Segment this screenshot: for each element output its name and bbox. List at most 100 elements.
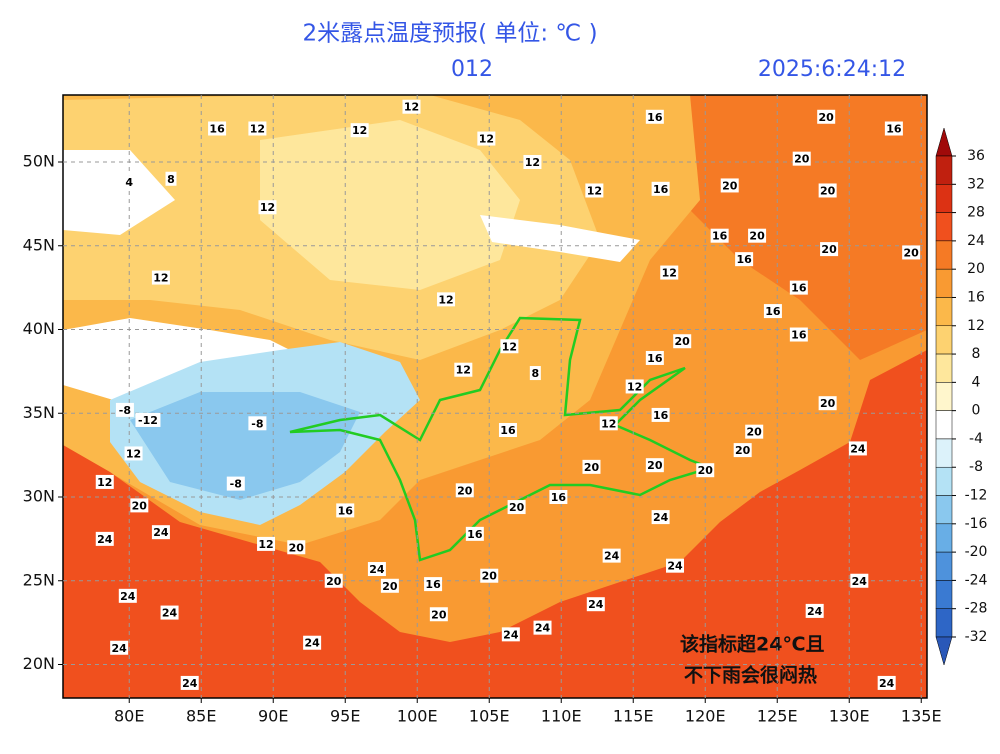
colorbar-label: 36 <box>967 148 985 164</box>
contour-label: 20 <box>457 484 473 497</box>
colorbar-label: -28 <box>965 601 988 617</box>
y-tick-label: 50N <box>23 152 55 171</box>
contour-label-box <box>151 270 170 285</box>
contour-label: 16 <box>791 282 807 295</box>
contour-label: 12 <box>438 293 453 306</box>
colorbar-box <box>935 268 953 298</box>
contour-label-box <box>350 123 369 138</box>
contour-label: 20 <box>819 111 835 124</box>
contour-label-box <box>110 640 129 655</box>
colorbar-box <box>935 438 953 468</box>
contour-label: 12 <box>662 267 677 280</box>
contour-label: 24 <box>807 605 823 618</box>
contour-label: 24 <box>852 575 868 588</box>
contour-label: 24 <box>604 550 620 563</box>
contour-label: 12 <box>502 340 517 353</box>
contour-label: 4 <box>125 176 133 189</box>
contour-label-box <box>585 183 604 198</box>
colorbar-label: 24 <box>967 233 985 249</box>
contour-label-box <box>710 228 729 243</box>
colorbar-box <box>935 580 953 609</box>
contour-label: 16 <box>338 504 354 517</box>
contour-label: 20 <box>794 153 810 166</box>
contour-label: 20 <box>289 541 305 554</box>
contour-label-box <box>118 588 137 603</box>
contour-label-box <box>720 178 739 193</box>
contour-label-box <box>455 483 474 498</box>
contour-label-box <box>848 441 867 456</box>
contour-label: -8 <box>230 478 242 491</box>
contour-label-box <box>429 607 448 622</box>
contour-label: 20 <box>722 179 738 192</box>
contour-label-box <box>599 416 618 431</box>
contour-label-box <box>666 558 684 573</box>
colorbar-label: -8 <box>969 459 983 475</box>
contour-label-box <box>208 121 227 136</box>
contour-label: 20 <box>675 335 691 348</box>
contour-label: 20 <box>747 426 763 439</box>
contour-label-box <box>696 463 715 478</box>
region-outline <box>289 316 714 562</box>
contour-label: 24 <box>162 607 178 620</box>
y-tick-label: 35N <box>23 403 55 422</box>
contour-label: 12 <box>456 364 471 377</box>
field-0-4 <box>480 215 640 262</box>
contour-label: 8 <box>167 173 175 186</box>
contour-label-box <box>625 379 644 394</box>
contour-label: 24 <box>120 590 136 603</box>
contour-label: 20 <box>647 459 663 472</box>
contour-label: 24 <box>97 533 113 546</box>
contour-label: 20 <box>132 499 148 512</box>
colorbar-label: -12 <box>965 488 988 504</box>
contour-label-box <box>748 228 767 243</box>
contour-label-box <box>586 597 605 612</box>
contour-label-box <box>501 627 520 642</box>
contour-label-box <box>789 327 808 342</box>
contour-label: 20 <box>509 501 525 514</box>
contour-label: 24 <box>653 511 669 524</box>
contour-label-box <box>645 350 664 365</box>
contour-label-box <box>805 603 824 618</box>
colorbar-box <box>935 297 953 327</box>
contour-label: 20 <box>698 464 714 477</box>
contour-label-box <box>582 459 601 474</box>
contour-label-box <box>789 280 808 295</box>
contour-label: 24 <box>588 598 604 611</box>
contour-label: 12 <box>525 156 540 169</box>
contour-label-box <box>850 573 869 588</box>
contour-label: 16 <box>886 123 902 136</box>
y-tick-label: 25N <box>23 570 55 589</box>
colorbar-box <box>935 212 953 242</box>
contour-label: 12 <box>601 417 616 430</box>
colorbar-box <box>935 382 953 411</box>
contour-label: 20 <box>749 230 765 243</box>
contour-label-box <box>651 407 670 422</box>
contour-label: 16 <box>653 409 669 422</box>
annotation: 该指标超24℃且 <box>680 633 824 656</box>
contour-label: 12 <box>260 201 275 214</box>
colorbar-label: 16 <box>967 289 985 305</box>
colorbar-box <box>935 551 953 581</box>
contour-label-box <box>902 245 921 260</box>
contour-label: 16 <box>551 491 567 504</box>
x-tick-label: 135E <box>901 707 942 726</box>
colorbar-label: -24 <box>965 572 988 588</box>
y-tick-label: 30N <box>23 487 55 506</box>
map-frame <box>62 94 928 699</box>
colorbar-end <box>935 636 953 666</box>
contour-label: 16 <box>653 183 669 196</box>
x-tick-label: 85E <box>186 707 216 726</box>
contour-label-box <box>95 531 114 546</box>
contour-label-box <box>380 578 399 593</box>
colorbar-box <box>935 325 953 355</box>
contour-label: 20 <box>382 580 398 593</box>
contour-label-box <box>651 181 670 196</box>
contour-label: 24 <box>153 526 169 539</box>
colorbar-label: 32 <box>967 176 985 192</box>
contour-label-box <box>549 490 568 504</box>
contour-label: 24 <box>535 622 551 635</box>
contour-label-box <box>130 498 149 513</box>
field-minus12-minus8 <box>130 392 360 500</box>
colorbar-box <box>935 410 953 440</box>
contour-label-box <box>402 99 421 114</box>
